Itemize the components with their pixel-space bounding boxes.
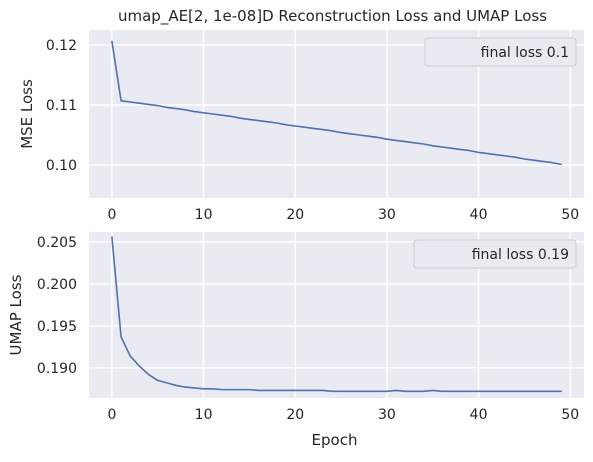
- x-tick-label: 50: [561, 407, 579, 423]
- y-tick-label: 0.11: [46, 98, 77, 114]
- x-tick-label: 0: [107, 407, 116, 423]
- y-tick-label: 0.195: [37, 319, 77, 335]
- y-tick-label: 0.10: [46, 158, 77, 174]
- y-tick-label: 0.190: [37, 361, 77, 377]
- x-tick-label: 20: [286, 407, 304, 423]
- x-tick-label: 20: [286, 207, 304, 223]
- x-tick-label: 40: [470, 207, 488, 223]
- x-tick-label: 40: [470, 407, 488, 423]
- x-tick-label: 50: [561, 207, 579, 223]
- x-tick-label: 30: [378, 207, 396, 223]
- chart-title: umap_AE[2, 1e-08]D Reconstruction Loss a…: [118, 7, 547, 26]
- legend-label: final loss 0.1: [481, 45, 569, 61]
- y-axis-label: MSE Loss: [18, 79, 36, 149]
- x-tick-label: 0: [107, 207, 116, 223]
- series-line: [111, 236, 562, 393]
- legend-label: final loss 0.19: [472, 247, 569, 263]
- y-axis-label: UMAP Loss: [7, 274, 25, 355]
- subplot-2: 0 10 20 30 40 50 0.190 0.195 0.200 0.205 final los…: [7, 232, 584, 449]
- y-tick-label: 0.12: [46, 38, 77, 54]
- x-tick-label: 30: [378, 407, 396, 423]
- subplot-1: 0 10 20 30 40 50 0.10 0.11 0.12 final loss 0.1 uma…: [18, 7, 584, 223]
- series-line: [111, 40, 562, 166]
- y-tick-label: 0.200: [37, 277, 77, 293]
- x-axis-label: Epoch: [312, 431, 358, 449]
- legend-box: [424, 37, 577, 67]
- legend-box: [413, 239, 577, 269]
- x-tick-label: 10: [195, 407, 213, 423]
- x-tick-label: 10: [195, 207, 213, 223]
- y-tick-label: 0.205: [37, 235, 77, 251]
